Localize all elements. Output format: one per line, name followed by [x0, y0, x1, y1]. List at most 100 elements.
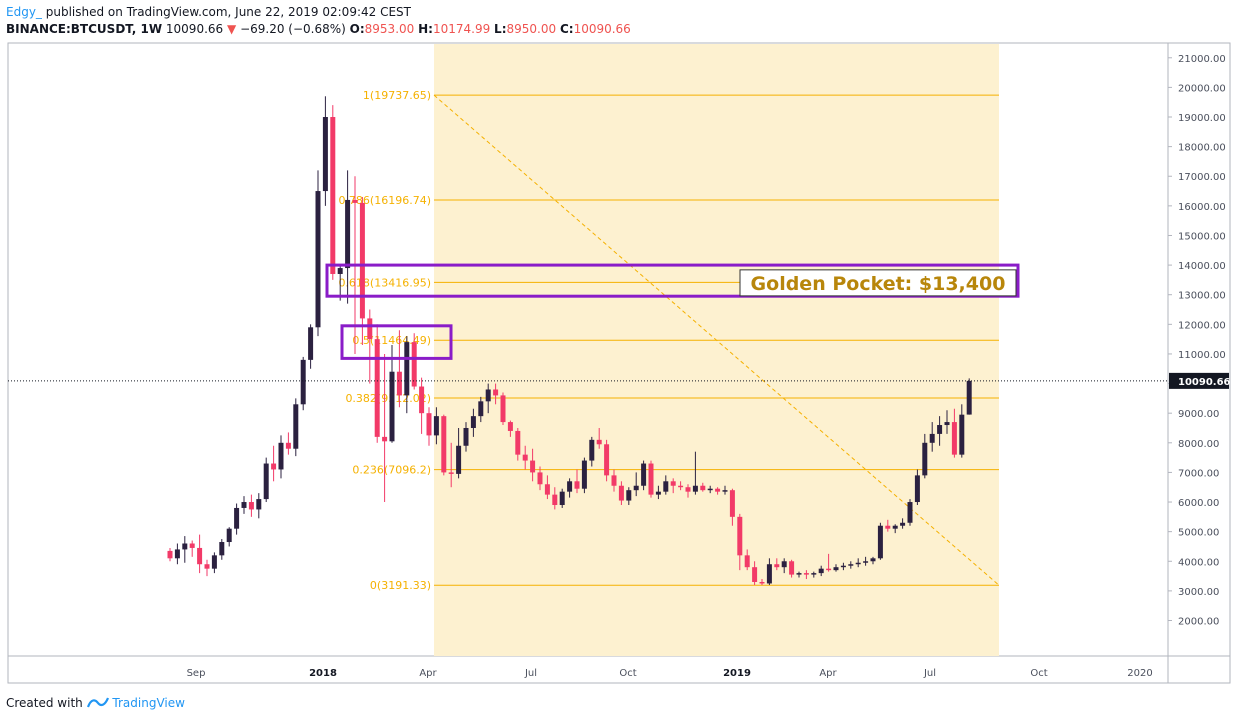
candle-up	[692, 485, 698, 492]
high-label: H:	[418, 22, 433, 36]
candle-down	[374, 339, 380, 437]
candle-up	[174, 549, 180, 559]
last-price: 10090.66	[165, 22, 224, 36]
close-label: C:	[559, 22, 574, 36]
candle-down	[729, 490, 735, 517]
price-tick-label: 4000.00	[1178, 557, 1219, 568]
candle-up	[900, 522, 906, 526]
candle-up	[633, 485, 639, 491]
candle-up	[863, 561, 869, 563]
candle-up	[848, 564, 854, 566]
candle-down	[737, 516, 743, 556]
candle-up	[907, 502, 913, 523]
candle-down	[522, 454, 528, 461]
price-tick-label: 14000.00	[1178, 261, 1226, 272]
publish-info: published on TradingView.com, June 22, 2…	[45, 5, 411, 19]
candle-up	[766, 564, 772, 584]
candle-up	[241, 502, 247, 508]
candle-up	[389, 371, 395, 442]
candle-up	[966, 380, 972, 415]
author-link[interactable]: Edgy_	[6, 5, 42, 19]
candle-up	[892, 525, 898, 529]
candle-up	[840, 565, 846, 568]
candle-down	[426, 413, 432, 436]
fib-level-label: 0.786(16196.74)	[338, 194, 431, 207]
candle-down	[204, 564, 210, 569]
candle-up	[226, 528, 232, 543]
candle-down	[352, 199, 358, 203]
candle-up	[818, 568, 824, 574]
open-value: 8953.00	[364, 22, 415, 36]
candle-down	[500, 395, 506, 423]
candle-up	[234, 507, 240, 529]
candle-down	[493, 389, 499, 396]
high-value: 10174.99	[432, 22, 491, 36]
fib-level-label: 0(3191.33)	[370, 579, 431, 592]
candle-up	[722, 490, 728, 492]
half-level-box	[340, 324, 453, 360]
price-tick-label: 8000.00	[1178, 439, 1219, 450]
candle-up	[463, 427, 469, 446]
chart-frame	[7, 42, 1231, 684]
candle-down	[167, 550, 173, 559]
candle-down	[537, 472, 543, 485]
created-with-label: Created with	[6, 696, 83, 710]
price-tick-label: 11000.00	[1178, 350, 1226, 361]
down-arrow-icon: ▼	[227, 22, 237, 36]
candle-up	[581, 460, 587, 489]
time-tick-label: Jul	[923, 668, 936, 679]
price-tick-label: 9000.00	[1178, 409, 1219, 420]
candle-up	[944, 422, 950, 426]
candle-up	[337, 268, 343, 274]
candle-down	[951, 422, 957, 455]
candle-up	[322, 117, 328, 192]
candle-up	[914, 475, 920, 503]
candle-up	[470, 416, 476, 428]
candle-down	[411, 342, 417, 387]
time-tick-label: Oct	[1030, 668, 1047, 679]
price-tick-label: 5000.00	[1178, 528, 1219, 539]
candle-up	[308, 327, 314, 360]
candle-up	[937, 425, 943, 434]
tradingview-logo-icon	[86, 696, 113, 710]
time-tick-label: Apr	[819, 668, 837, 679]
candle-up	[922, 442, 928, 476]
candle-down	[197, 547, 203, 565]
candle-down	[685, 487, 691, 492]
close-value: 10090.66	[573, 22, 631, 36]
open-label: O:	[349, 22, 365, 36]
current-price-label: 10090.66	[1178, 377, 1231, 388]
symbol-label[interactable]: BINANCE:BTCUSDT, 1W	[6, 22, 163, 36]
time-tick-label: Apr	[419, 668, 437, 679]
candle-up	[663, 481, 669, 492]
candle-down	[678, 485, 684, 488]
candle-up	[567, 481, 573, 492]
candle-up	[485, 389, 491, 402]
price-tick-label: 6000.00	[1178, 498, 1219, 509]
candle-down	[885, 525, 891, 529]
fib-level-label: 0.236(7096.2)	[352, 464, 431, 477]
candle-down	[596, 439, 602, 445]
candle-down	[752, 567, 758, 582]
candle-down	[789, 561, 795, 575]
fib-level-label: 1(19737.65)	[363, 89, 431, 102]
candle-up	[256, 499, 262, 510]
candle-down	[552, 494, 558, 505]
candle-down	[715, 488, 721, 492]
candle-up	[589, 439, 595, 461]
tradingview-link[interactable]: TradingView	[112, 696, 185, 710]
price-tick-label: 12000.00	[1178, 320, 1226, 331]
fib-level-label: 0.382(9512.02)	[345, 392, 431, 405]
candle-up	[781, 561, 787, 568]
candle-down	[648, 463, 654, 495]
candle-up	[278, 442, 284, 470]
candle-up	[833, 567, 839, 571]
candle-up	[315, 191, 321, 328]
candle-up	[211, 555, 217, 569]
candle-up	[877, 525, 883, 559]
candle-up	[655, 491, 661, 495]
candle-up	[300, 359, 306, 405]
ohlc-line: BINANCE:BTCUSDT, 1W 10090.66 ▼ −69.20 (−…	[6, 21, 631, 38]
candle-down	[574, 481, 580, 489]
